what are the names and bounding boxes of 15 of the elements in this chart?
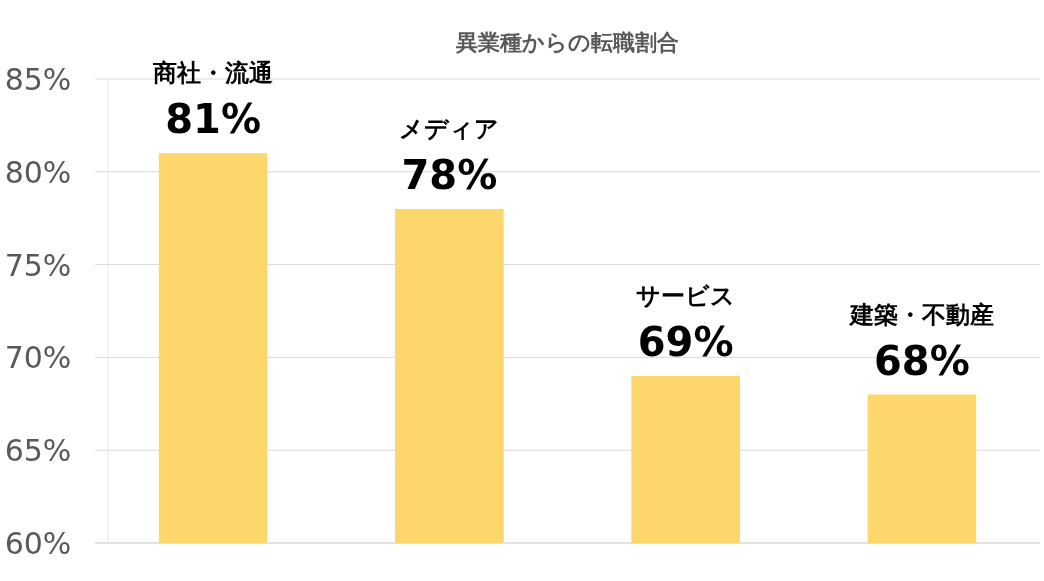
y-tick-label: 70%	[4, 340, 72, 376]
y-tick-label: 60%	[4, 526, 72, 561]
data-label: 69%	[637, 318, 734, 365]
x-tick-label: メディア	[399, 114, 500, 143]
y-tick-label: 85%	[4, 62, 72, 97]
data-label: 78%	[401, 151, 498, 198]
y-tick-label: 75%	[4, 247, 72, 283]
y-tick-label: 80%	[4, 154, 72, 190]
y-tick-label: 65%	[4, 433, 72, 469]
data-label: 81%	[165, 96, 261, 143]
x-tick-label: サービス	[636, 281, 736, 310]
chart-title: 異業種からの転職割合	[455, 30, 679, 55]
data-label: 68%	[874, 337, 970, 384]
x-tick-label: 商社・流通	[152, 59, 274, 88]
x-tick-label: 建築・不動産	[847, 300, 994, 329]
